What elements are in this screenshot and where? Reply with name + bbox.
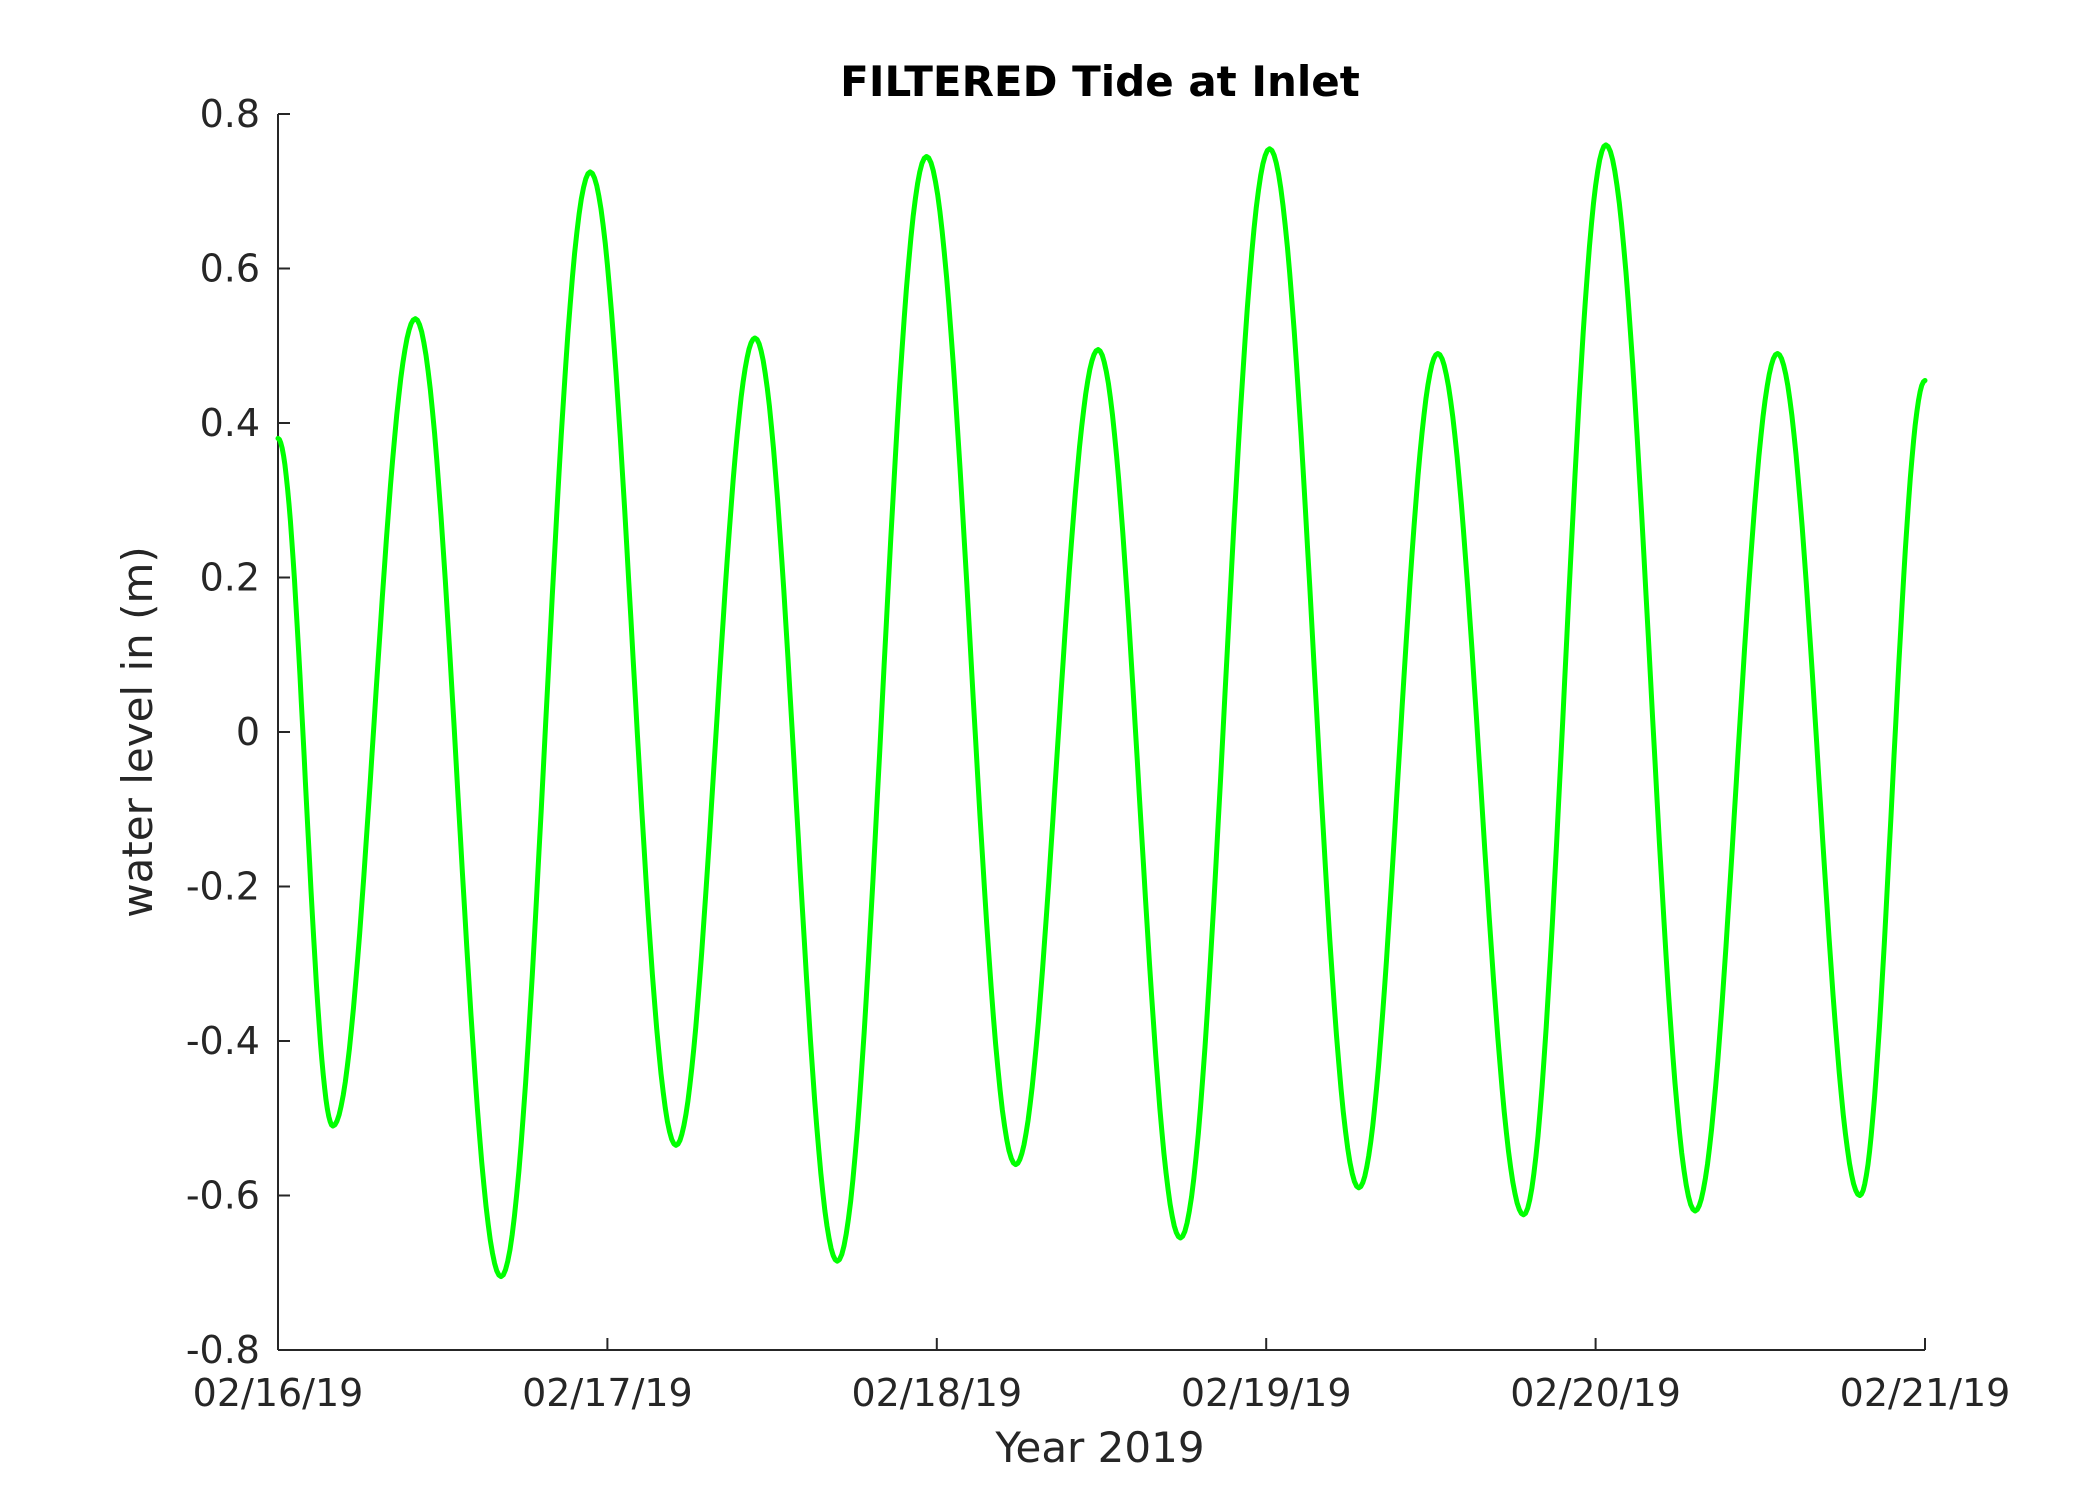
y-tick-label: -0.4 xyxy=(186,1019,260,1063)
x-tick-label: 02/20/19 xyxy=(1510,1371,1681,1415)
x-axis-label: Year 2019 xyxy=(994,1423,1204,1472)
x-tick-label: 02/16/19 xyxy=(193,1371,364,1415)
series-layer xyxy=(275,142,1928,1280)
x-tick-label: 02/21/19 xyxy=(1840,1371,2011,1415)
y-tick-label: 0.4 xyxy=(200,401,260,445)
y-tick-label: -0.8 xyxy=(186,1328,260,1372)
x-tick-label: 02/17/19 xyxy=(522,1371,693,1415)
x-tick-label: 02/18/19 xyxy=(851,1371,1022,1415)
plot-area xyxy=(277,114,1925,1351)
x-tick-label: 02/19/19 xyxy=(1181,1371,1352,1415)
y-tick-label: 0.6 xyxy=(200,247,260,291)
y-axis: 0.8 0.6 0.4 0.2 0 -0.2 -0.4 -0.6 -0.8 xyxy=(186,92,290,1372)
y-tick-label: -0.6 xyxy=(186,1174,260,1218)
x-axis: 02/16/19 02/17/19 02/18/19 02/19/19 02/20/19… xyxy=(193,1338,2011,1415)
y-tick-label: 0 xyxy=(236,710,260,754)
chart-title: FILTERED Tide at Inlet xyxy=(840,57,1360,106)
y-tick-label: -0.2 xyxy=(186,865,260,909)
y-tick-label: 0.2 xyxy=(200,556,260,600)
tide-series-line xyxy=(275,142,1928,1280)
y-tick-label: 0.8 xyxy=(200,92,260,136)
y-axis-label: water level in (m) xyxy=(113,546,162,918)
